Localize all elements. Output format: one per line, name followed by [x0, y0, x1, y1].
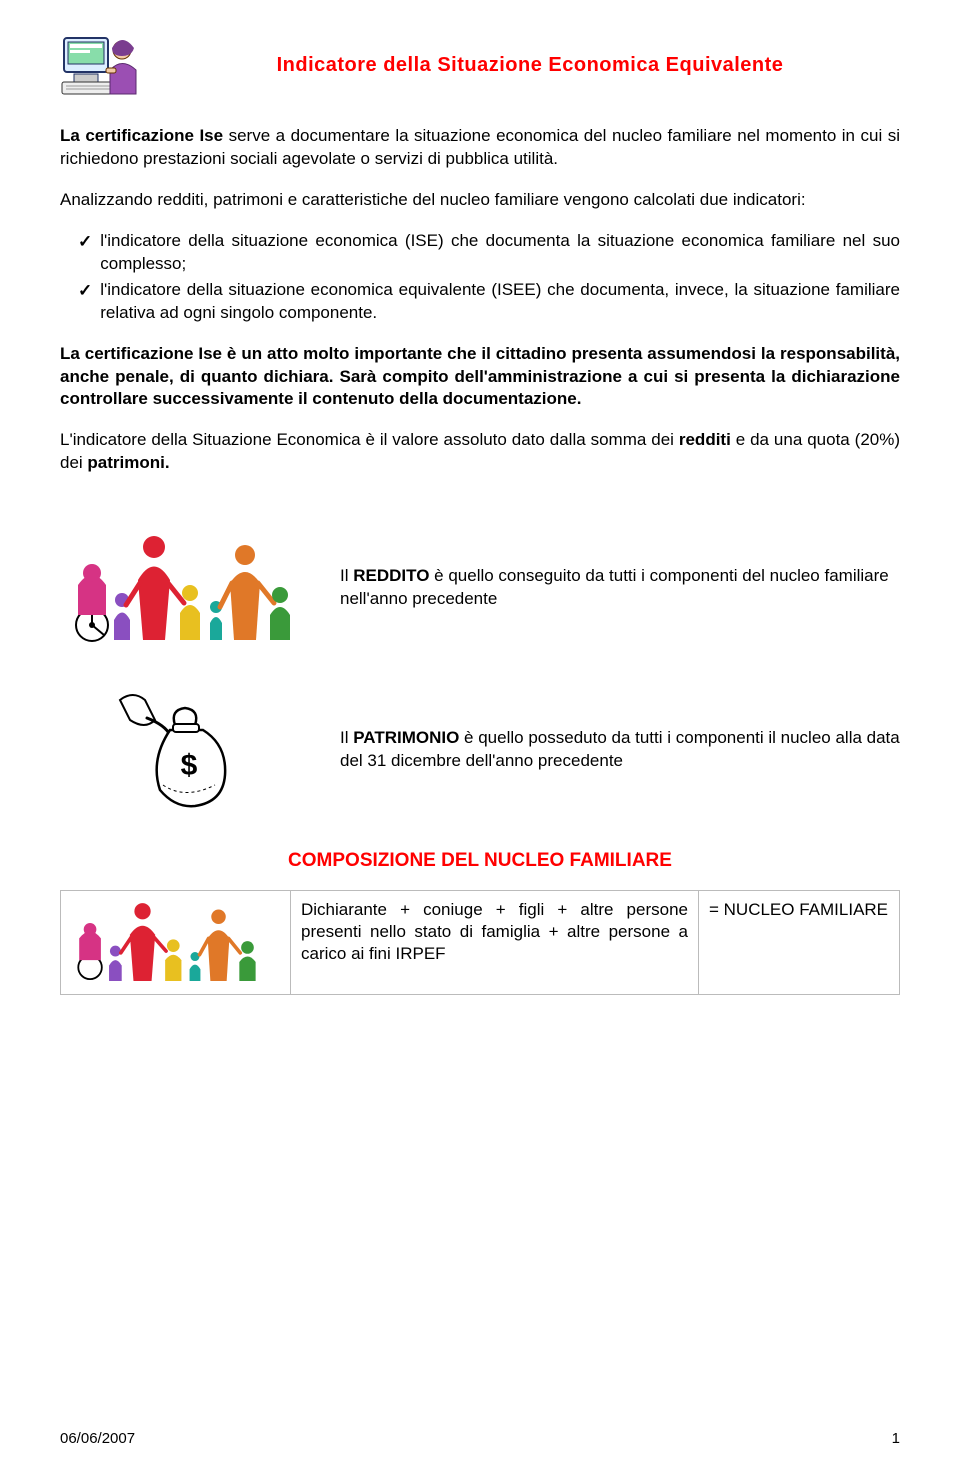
- reddito-text: Il REDDITO è quello conseguito da tutti …: [340, 565, 900, 611]
- reddito-bold: REDDITO: [353, 566, 429, 585]
- table-description: Dichiarante + coniuge + figli + altre pe…: [291, 891, 699, 994]
- page-container: Indicatore della Situazione Economica Eq…: [0, 0, 960, 1467]
- patrimonio-bold: PATRIMONIO: [353, 728, 459, 747]
- paragraph-important: La certificazione Ise è un atto molto im…: [60, 343, 900, 412]
- formula-bold-patrimoni: patrimoni.: [87, 453, 169, 472]
- page-footer: 06/06/2007 1: [60, 1430, 900, 1447]
- paragraph-intro: La certificazione Ise serve a documentar…: [60, 125, 900, 171]
- footer-date: 06/06/2007: [60, 1430, 135, 1447]
- check-icon: ✓: [78, 280, 92, 303]
- paragraph-lead: Analizzando redditi, patrimoni e caratte…: [60, 189, 900, 212]
- page-title: Indicatore della Situazione Economica Eq…: [160, 54, 900, 77]
- footer-page-number: 1: [892, 1430, 900, 1447]
- patrimonio-text: Il PATRIMONIO è quello posseduto da tutt…: [340, 727, 900, 773]
- patrimonio-row: $ Il PATRIMONIO è quello posseduto da tu…: [60, 690, 900, 810]
- formula-part1: L'indicatore della Situazione Economica …: [60, 430, 679, 449]
- intro-bold: La certificazione Ise: [60, 126, 223, 145]
- bullet-text: l'indicatore della situazione economica …: [100, 230, 900, 276]
- bullet-list: ✓ l'indicatore della situazione economic…: [60, 230, 900, 325]
- check-icon: ✓: [78, 231, 92, 254]
- section-subheading: COMPOSIZIONE DEL NUCLEO FAMILIARE: [60, 850, 900, 872]
- reddito-row: Il REDDITO è quello conseguito da tutti …: [60, 525, 900, 650]
- composition-table: Dichiarante + coniuge + figli + altre pe…: [60, 890, 900, 995]
- bullet-item: ✓ l'indicatore della situazione economic…: [78, 279, 900, 325]
- computer-user-icon: [60, 30, 140, 100]
- bullet-item: ✓ l'indicatore della situazione economic…: [78, 230, 900, 276]
- reddito-pre: Il: [340, 566, 353, 585]
- bullet-text: l'indicatore della situazione economica …: [100, 279, 900, 325]
- formula-bold-redditi: redditi: [679, 430, 731, 449]
- family-people-small-icon: [61, 891, 291, 994]
- moneybag-icon: $: [60, 690, 310, 810]
- family-people-icon: [60, 525, 310, 650]
- table-equals: = NUCLEO FAMILIARE: [699, 891, 899, 994]
- header-row: Indicatore della Situazione Economica Eq…: [60, 30, 900, 100]
- svg-text:$: $: [181, 749, 198, 782]
- patrimonio-pre: Il: [340, 728, 353, 747]
- paragraph-formula: L'indicatore della Situazione Economica …: [60, 429, 900, 475]
